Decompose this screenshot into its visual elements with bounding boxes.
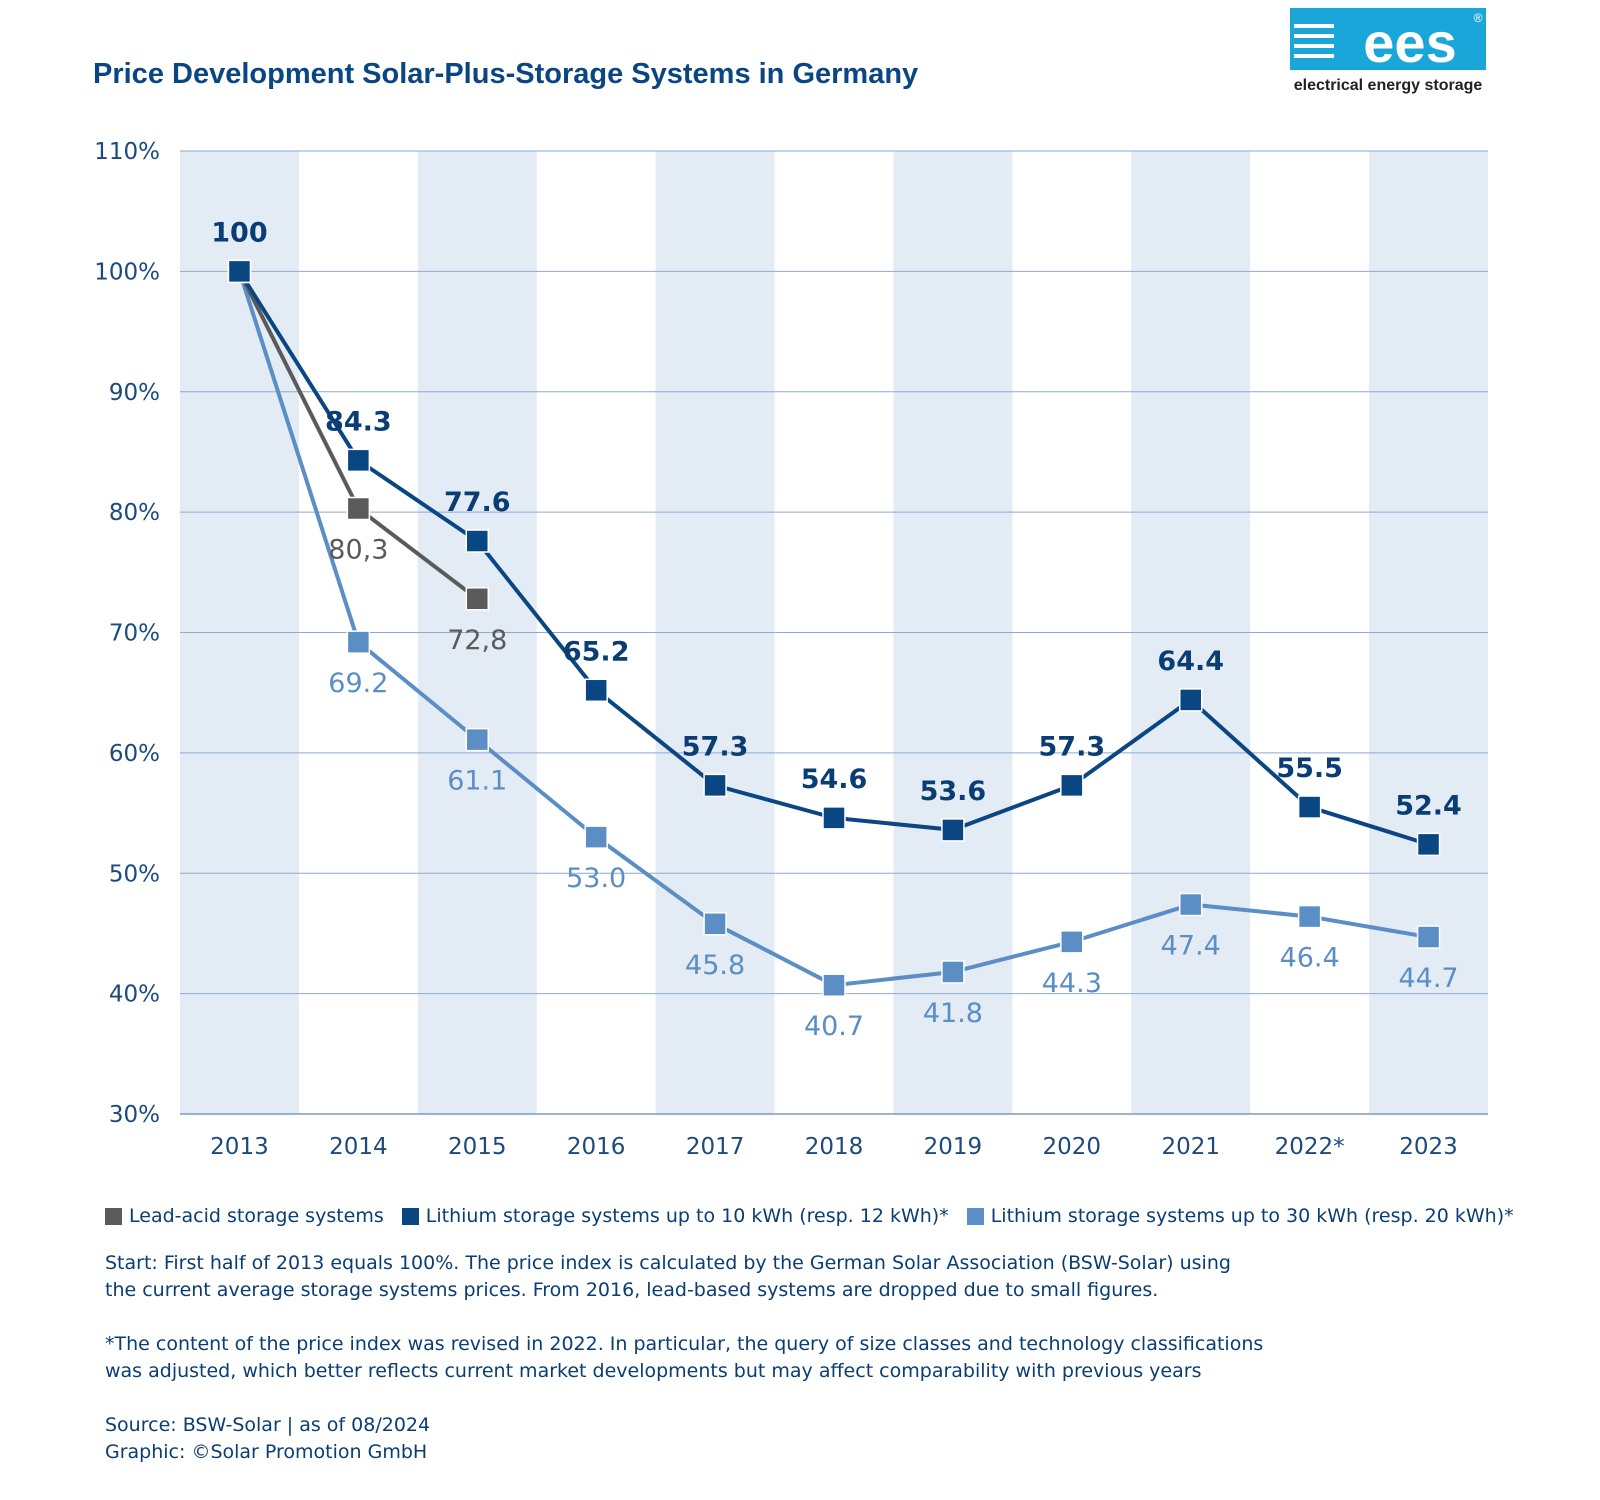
series-1-marker-2020 — [1060, 773, 1084, 798]
x-tick-label: 2014 — [329, 1134, 388, 1160]
series-2-data-label-2021: 47.4 — [1161, 931, 1221, 962]
series-1-marker-2021 — [1178, 688, 1203, 712]
x-tick-label: 2016 — [567, 1134, 626, 1160]
legend-label-lithium-10kwh: Lithium storage systems up to 10 kWh (re… — [425, 1205, 949, 1227]
x-tick-label: 2013 — [210, 1134, 269, 1160]
series-1-marker-2019 — [941, 818, 965, 842]
series-1-data-label-2017: 57.3 — [682, 731, 749, 762]
series-1-marker-2013 — [227, 259, 252, 284]
note-revision: *The content of the price index was revi… — [105, 1331, 1405, 1385]
legend-swatch-lead-acid — [105, 1207, 122, 1225]
series-1-marker-2014 — [346, 448, 371, 473]
logo-speed-lines — [1294, 24, 1334, 58]
series-1-data-label-2015: 77.6 — [444, 487, 511, 518]
series-1-data-label-2023: 52.4 — [1395, 790, 1462, 821]
ees-logo: ees ® electrical energy storage — [1290, 8, 1486, 94]
series-0-marker-2014 — [346, 496, 371, 521]
series-0-data-label-2014: 80,3 — [328, 535, 388, 566]
note-source: Source: BSW-Solar | as of 08/2024 Graphi… — [105, 1412, 1405, 1466]
series-1-data-label-2022*: 55.5 — [1276, 753, 1343, 784]
series-2-marker-2022* — [1297, 904, 1322, 929]
y-tick-label: 110% — [94, 139, 160, 165]
note-graphic-credit: Graphic: ©Solar Promotion GmbH — [105, 1441, 428, 1463]
series-1-marker-2016 — [584, 678, 608, 703]
series-2-marker-2021 — [1178, 892, 1203, 917]
y-tick-label: 90% — [109, 380, 160, 406]
x-tick-label: 2020 — [1043, 1134, 1102, 1160]
y-tick-label: 80% — [109, 500, 160, 526]
x-tick-label: 2015 — [448, 1134, 507, 1160]
series-1-marker-2017 — [703, 773, 727, 798]
series-2-data-label-2020: 44.3 — [1042, 968, 1102, 999]
x-tick-label: 2023 — [1399, 1134, 1458, 1160]
legend-label-lead-acid: Lead-acid storage systems — [129, 1205, 384, 1227]
x-tick-label: 2019 — [924, 1134, 983, 1160]
legend-item-lead-acid: Lead-acid storage systems — [105, 1205, 384, 1227]
y-tick-label: 100% — [94, 259, 160, 285]
series-2-marker-2014 — [346, 630, 371, 654]
note-start-line1: Start: First half of 2013 equals 100%. T… — [105, 1252, 1231, 1274]
note-start: Start: First half of 2013 equals 100%. T… — [105, 1250, 1405, 1304]
page-title: Price Development Solar-Plus-Storage Sys… — [93, 58, 919, 90]
series-1-data-label-2013: 100 — [211, 217, 267, 248]
series-0-marker-2015 — [465, 587, 490, 611]
series-2-data-label-2019: 41.8 — [923, 998, 983, 1029]
price-index-chart: 30% 40% 50% 60% 70% 80% 90% 100% 110% 2013 2014 201… — [94, 139, 1488, 1160]
series-2-marker-2017 — [703, 912, 727, 936]
series-0-data-label-2015: 72,8 — [447, 625, 507, 656]
series-1-data-label-2021: 64.4 — [1157, 646, 1224, 677]
series-2-data-label-2022*: 46.4 — [1280, 943, 1340, 974]
chart-notes: Start: First half of 2013 equals 100%. T… — [105, 1250, 1405, 1466]
legend-swatch-lithium-30kwh — [966, 1207, 984, 1225]
series-2-marker-2020 — [1060, 930, 1084, 954]
legend-item-lithium-10kwh: Lithium storage systems up to 10 kWh (re… — [401, 1205, 949, 1227]
series-2-marker-2023 — [1416, 925, 1441, 949]
logo-background — [1290, 8, 1486, 70]
series-1-marker-2023 — [1416, 832, 1441, 857]
note-revision-line1: *The content of the price index was revi… — [105, 1333, 1264, 1355]
series-2-marker-2016 — [584, 825, 608, 849]
series-2-data-label-2018: 40.7 — [804, 1011, 864, 1042]
y-tick-label: 50% — [109, 861, 160, 887]
legend-swatch-lithium-10kwh — [401, 1207, 419, 1225]
note-revision-line2: was adjusted, which better reflects curr… — [105, 1360, 1202, 1382]
legend-label-lithium-30kwh: Lithium storage systems up to 30 kWh (re… — [990, 1205, 1514, 1227]
y-tick-label: 30% — [109, 1102, 160, 1128]
note-source-text: Source: BSW-Solar | as of 08/2024 — [105, 1414, 431, 1436]
y-tick-label: 40% — [109, 982, 160, 1008]
series-2-data-label-2023: 44.7 — [1398, 963, 1458, 994]
series-1-marker-2015 — [465, 529, 490, 553]
y-tick-label: 70% — [109, 621, 160, 647]
series-2-data-label-2017: 45.8 — [685, 950, 745, 981]
x-tick-label: 2022* — [1275, 1134, 1345, 1160]
series-1-data-label-2014: 84.3 — [325, 406, 392, 437]
series-2-marker-2018 — [822, 973, 846, 997]
chart-legend: Lead-acid storage systems Lithium storag… — [105, 1205, 1514, 1227]
logo-subtitle: electrical energy storage — [1294, 77, 1483, 94]
series-2-data-label-2014: 69.2 — [328, 668, 388, 699]
x-tick-label: 2018 — [805, 1134, 864, 1160]
logo-text: ees — [1363, 11, 1456, 74]
logo-registered: ® — [1474, 11, 1483, 25]
series-1-data-label-2016: 65.2 — [563, 636, 630, 667]
series-2-data-label-2016: 53.0 — [566, 863, 626, 894]
legend-item-lithium-30kwh: Lithium storage systems up to 30 kWh (re… — [966, 1205, 1514, 1227]
series-1-data-label-2018: 54.6 — [801, 764, 868, 795]
y-tick-label: 60% — [109, 741, 160, 767]
series-2-marker-2015 — [465, 727, 490, 752]
series-1-data-label-2020: 57.3 — [1039, 731, 1106, 762]
series-2-marker-2019 — [941, 960, 965, 984]
x-tick-label: 2017 — [686, 1134, 745, 1160]
series-1-marker-2018 — [822, 806, 846, 830]
series-2-data-label-2015: 61.1 — [447, 766, 507, 797]
series-1-data-label-2019: 53.6 — [920, 776, 987, 807]
x-tick-label: 2021 — [1161, 1134, 1220, 1160]
series-1-marker-2022* — [1297, 795, 1322, 819]
note-start-line2: the current average storage systems pric… — [105, 1279, 1159, 1301]
